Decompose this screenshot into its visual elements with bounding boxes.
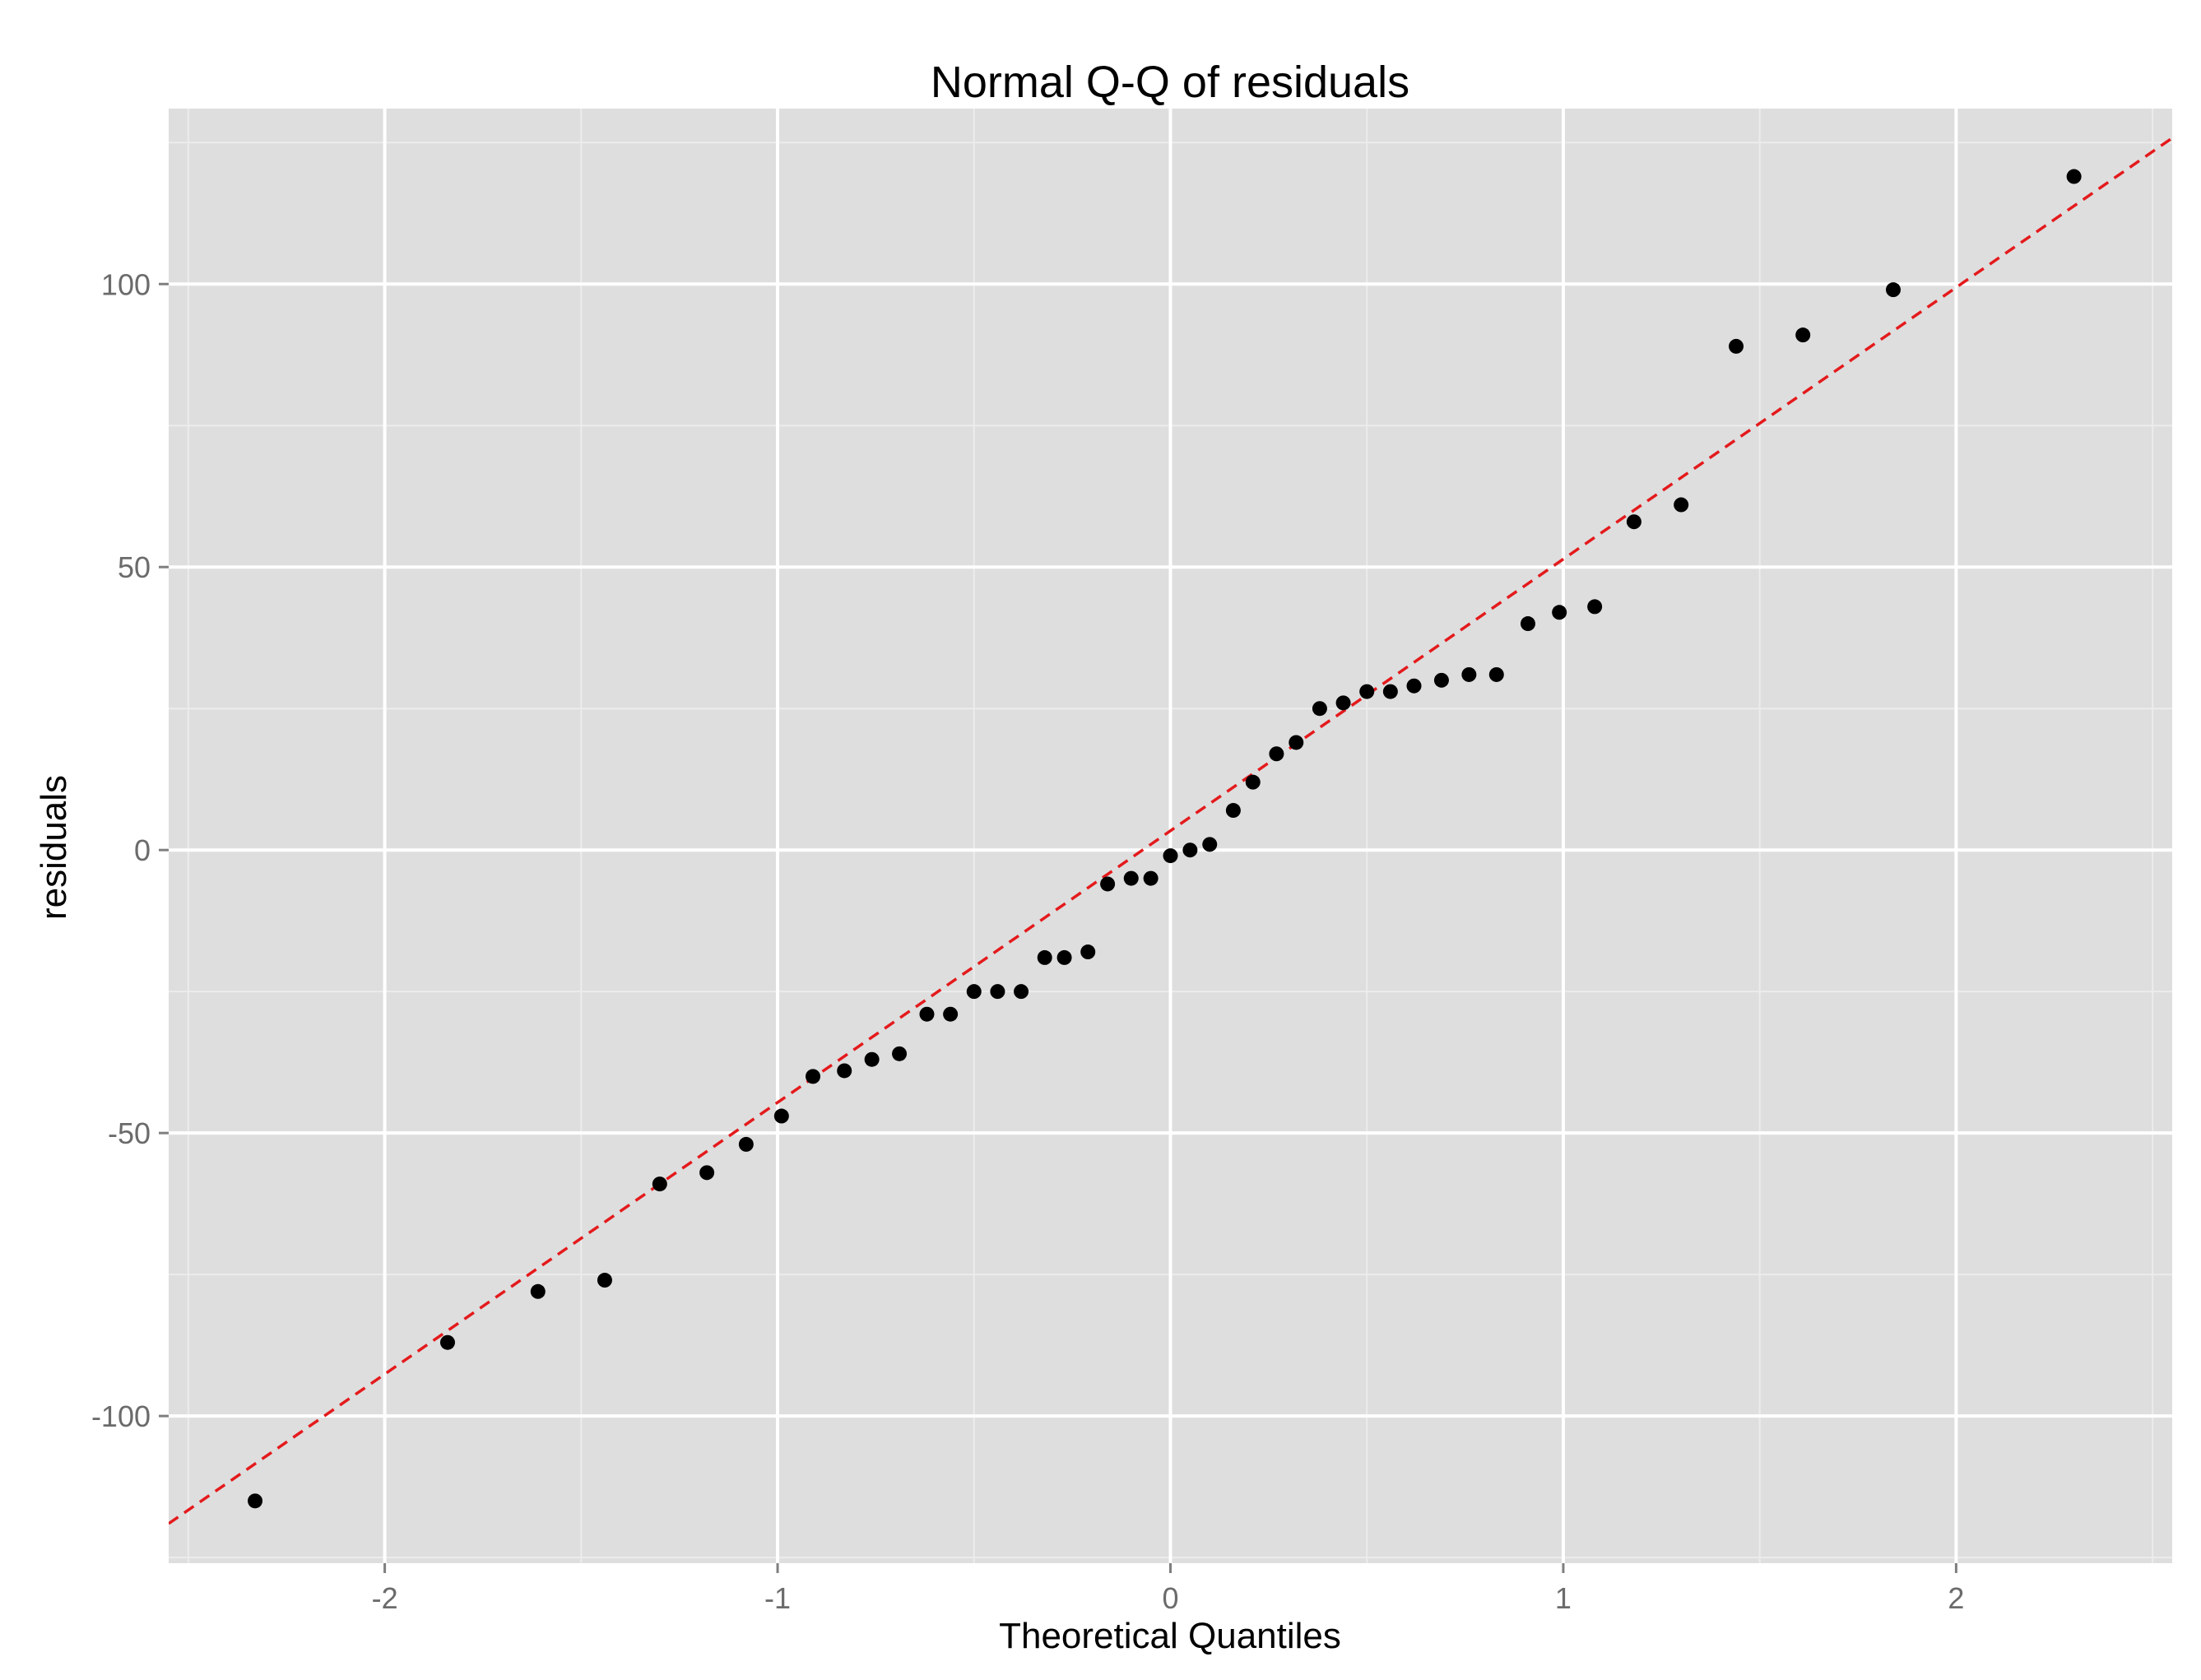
data-point: [1143, 870, 1159, 886]
data-point: [1225, 803, 1241, 819]
data-point: [1014, 984, 1029, 1000]
data-point: [1182, 842, 1198, 858]
y-tick-label: 0: [134, 833, 151, 867]
data-point: [1382, 684, 1398, 699]
data-point: [919, 1006, 935, 1022]
data-point: [1359, 684, 1375, 699]
data-point: [806, 1069, 821, 1084]
data-points: [248, 169, 2082, 1509]
data-point: [773, 1108, 789, 1124]
data-point: [439, 1334, 455, 1350]
data-point: [1552, 605, 1567, 620]
data-point: [1100, 876, 1116, 892]
x-tick-label: -2: [372, 1581, 398, 1615]
data-point: [1626, 514, 1641, 530]
data-point: [1520, 616, 1535, 632]
data-point: [1488, 666, 1504, 682]
data-point: [1312, 701, 1327, 717]
data-point: [1729, 338, 1744, 354]
data-point: [990, 984, 1005, 1000]
reference-line: [169, 137, 2172, 1525]
data-point: [1037, 949, 1052, 965]
data-point: [1245, 774, 1261, 790]
data-point: [1289, 735, 1304, 750]
data-point: [892, 1046, 908, 1061]
x-tick-label: 2: [1948, 1581, 1964, 1615]
data-point: [966, 984, 982, 1000]
x-axis: -2 -1 0 1 2: [372, 1563, 1964, 1615]
data-point: [1080, 944, 1096, 960]
data-point: [1461, 666, 1477, 682]
data-point: [1202, 837, 1218, 852]
data-point: [943, 1006, 959, 1022]
data-point: [2066, 169, 2082, 184]
data-point: [738, 1136, 754, 1152]
x-tick-label: 1: [1555, 1581, 1572, 1615]
data-point: [837, 1063, 852, 1079]
data-point: [699, 1165, 715, 1181]
data-point: [864, 1051, 880, 1067]
data-point: [1163, 848, 1178, 864]
reference-line-group: [169, 137, 2172, 1525]
chart-title: Normal Q-Q of residuals: [931, 58, 1409, 107]
y-tick-label: -100: [91, 1399, 151, 1433]
data-point: [1433, 672, 1449, 688]
data-point: [1587, 599, 1603, 615]
y-axis-label: residuals: [34, 775, 74, 920]
data-point: [652, 1176, 667, 1192]
x-axis-label: Theoretical Quantiles: [999, 1616, 1341, 1656]
data-point: [1269, 746, 1284, 762]
y-axis: -100 -50 0 50 100: [91, 267, 169, 1433]
data-point: [530, 1283, 546, 1299]
data-point: [1886, 282, 1901, 298]
data-point: [1123, 870, 1139, 886]
data-point: [1335, 695, 1351, 711]
data-point: [1406, 678, 1422, 694]
major-gridlines: [169, 109, 2172, 1563]
x-tick-label: 0: [1162, 1581, 1178, 1615]
data-point: [597, 1273, 612, 1288]
data-point: [1056, 949, 1072, 965]
x-tick-label: -1: [764, 1581, 791, 1615]
y-tick-label: -50: [108, 1116, 151, 1150]
y-tick-label: 100: [101, 267, 151, 301]
data-point: [1795, 327, 1811, 343]
data-point: [1674, 497, 1689, 513]
data-point: [248, 1493, 263, 1509]
y-tick-label: 50: [118, 550, 151, 584]
